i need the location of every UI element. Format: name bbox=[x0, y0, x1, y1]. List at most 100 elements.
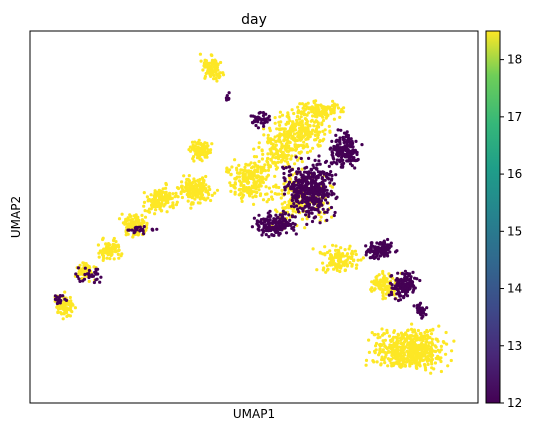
scatter-point bbox=[63, 290, 67, 294]
scatter-point bbox=[200, 193, 205, 197]
scatter-point bbox=[252, 161, 257, 165]
scatter-point bbox=[396, 271, 400, 275]
scatter-point bbox=[79, 268, 84, 272]
scatter-point bbox=[388, 343, 392, 347]
scatter-point bbox=[316, 133, 320, 137]
scatter-point bbox=[161, 198, 165, 202]
scatter-point bbox=[405, 294, 410, 298]
scatter-point bbox=[133, 215, 138, 219]
scatter-point bbox=[55, 304, 60, 308]
scatter-point bbox=[239, 181, 243, 185]
scatter-point bbox=[164, 181, 168, 186]
scatter-point bbox=[328, 107, 332, 112]
scatter-point bbox=[291, 120, 295, 124]
scatter-point bbox=[171, 201, 175, 205]
scatter-point bbox=[415, 277, 419, 281]
scatter-point bbox=[201, 196, 205, 200]
scatter-point bbox=[406, 329, 410, 333]
scatter-point bbox=[305, 210, 309, 214]
scatter-point bbox=[370, 331, 374, 335]
scatter-point bbox=[398, 364, 402, 368]
scatter-point bbox=[198, 185, 202, 189]
scatter-point bbox=[273, 225, 277, 229]
scatter-point bbox=[296, 207, 300, 211]
scatter-point bbox=[404, 275, 408, 279]
scatter-point bbox=[383, 344, 387, 348]
scatter-point bbox=[334, 148, 338, 152]
scatter-point bbox=[392, 330, 396, 334]
scatter-point bbox=[369, 241, 373, 245]
scatter-point bbox=[337, 248, 341, 253]
scatter-point bbox=[150, 203, 154, 207]
scatter-point bbox=[278, 219, 282, 223]
scatter-point bbox=[268, 126, 272, 130]
scatter-point bbox=[274, 221, 279, 225]
scatter-point bbox=[404, 278, 408, 282]
scatter-point bbox=[416, 310, 420, 314]
scatter-point bbox=[411, 352, 415, 356]
scatter-point bbox=[292, 202, 296, 206]
scatter-point bbox=[252, 165, 256, 169]
scatter-point bbox=[274, 167, 278, 171]
scatter-point bbox=[315, 119, 319, 124]
scatter-point bbox=[331, 103, 336, 107]
scatter-point bbox=[252, 216, 256, 220]
scatter-point bbox=[314, 196, 318, 200]
scatter-point bbox=[210, 142, 214, 146]
scatter-point bbox=[307, 205, 311, 210]
scatter-point bbox=[238, 187, 242, 191]
scatter-point bbox=[252, 202, 256, 206]
scatter-point bbox=[349, 252, 354, 256]
scatter-point bbox=[264, 185, 268, 189]
scatter-point bbox=[280, 113, 285, 117]
scatter-point bbox=[328, 181, 332, 185]
scatter-point bbox=[384, 276, 388, 280]
scatter-point bbox=[411, 330, 415, 334]
scatter-point bbox=[294, 232, 298, 236]
scatter-point bbox=[398, 283, 402, 287]
scatter-point bbox=[296, 109, 301, 113]
colorbar-tick-label: 17 bbox=[507, 110, 522, 124]
scatter-point bbox=[193, 140, 197, 144]
scatter-point bbox=[157, 198, 161, 202]
scatter-point bbox=[351, 145, 355, 149]
scatter-point bbox=[98, 249, 102, 253]
scatter-point bbox=[411, 270, 415, 274]
scatter-point bbox=[283, 185, 287, 189]
scatter-point bbox=[428, 336, 432, 340]
scatter-point bbox=[281, 150, 285, 154]
scatter-point bbox=[202, 62, 206, 66]
scatter-point bbox=[341, 165, 345, 169]
colorbar-ticks: 12 13 14 15 16 17 18 bbox=[500, 53, 522, 410]
scatter-point bbox=[341, 262, 345, 266]
scatter-point bbox=[294, 128, 298, 132]
scatter-point bbox=[280, 202, 284, 206]
scatter-point bbox=[304, 177, 308, 182]
scatter-point bbox=[408, 349, 412, 354]
scatter-point bbox=[314, 129, 318, 133]
scatter-point bbox=[228, 168, 232, 172]
scatter-point bbox=[389, 361, 393, 365]
scatter-point bbox=[285, 153, 289, 158]
scatter-point bbox=[392, 335, 396, 339]
scatter-point bbox=[291, 221, 295, 225]
scatter-point bbox=[290, 134, 295, 138]
scatter-point bbox=[271, 161, 275, 165]
scatter-point bbox=[260, 228, 265, 232]
chart-title: day bbox=[241, 12, 267, 28]
scatter-point bbox=[382, 288, 386, 292]
scatter-point bbox=[254, 169, 258, 173]
scatter-point bbox=[327, 192, 331, 196]
scatter-point bbox=[219, 60, 223, 65]
scatter-point bbox=[57, 296, 61, 300]
scatter-point bbox=[250, 120, 255, 125]
scatter-point bbox=[188, 182, 192, 187]
scatter-point bbox=[303, 117, 307, 121]
scatter-point bbox=[190, 201, 194, 205]
scatter-point bbox=[198, 181, 202, 185]
scatter-point bbox=[325, 218, 329, 222]
scatter-point bbox=[380, 358, 384, 362]
scatter-point bbox=[319, 199, 323, 203]
scatter-point bbox=[310, 105, 314, 109]
scatter-point bbox=[168, 205, 172, 209]
